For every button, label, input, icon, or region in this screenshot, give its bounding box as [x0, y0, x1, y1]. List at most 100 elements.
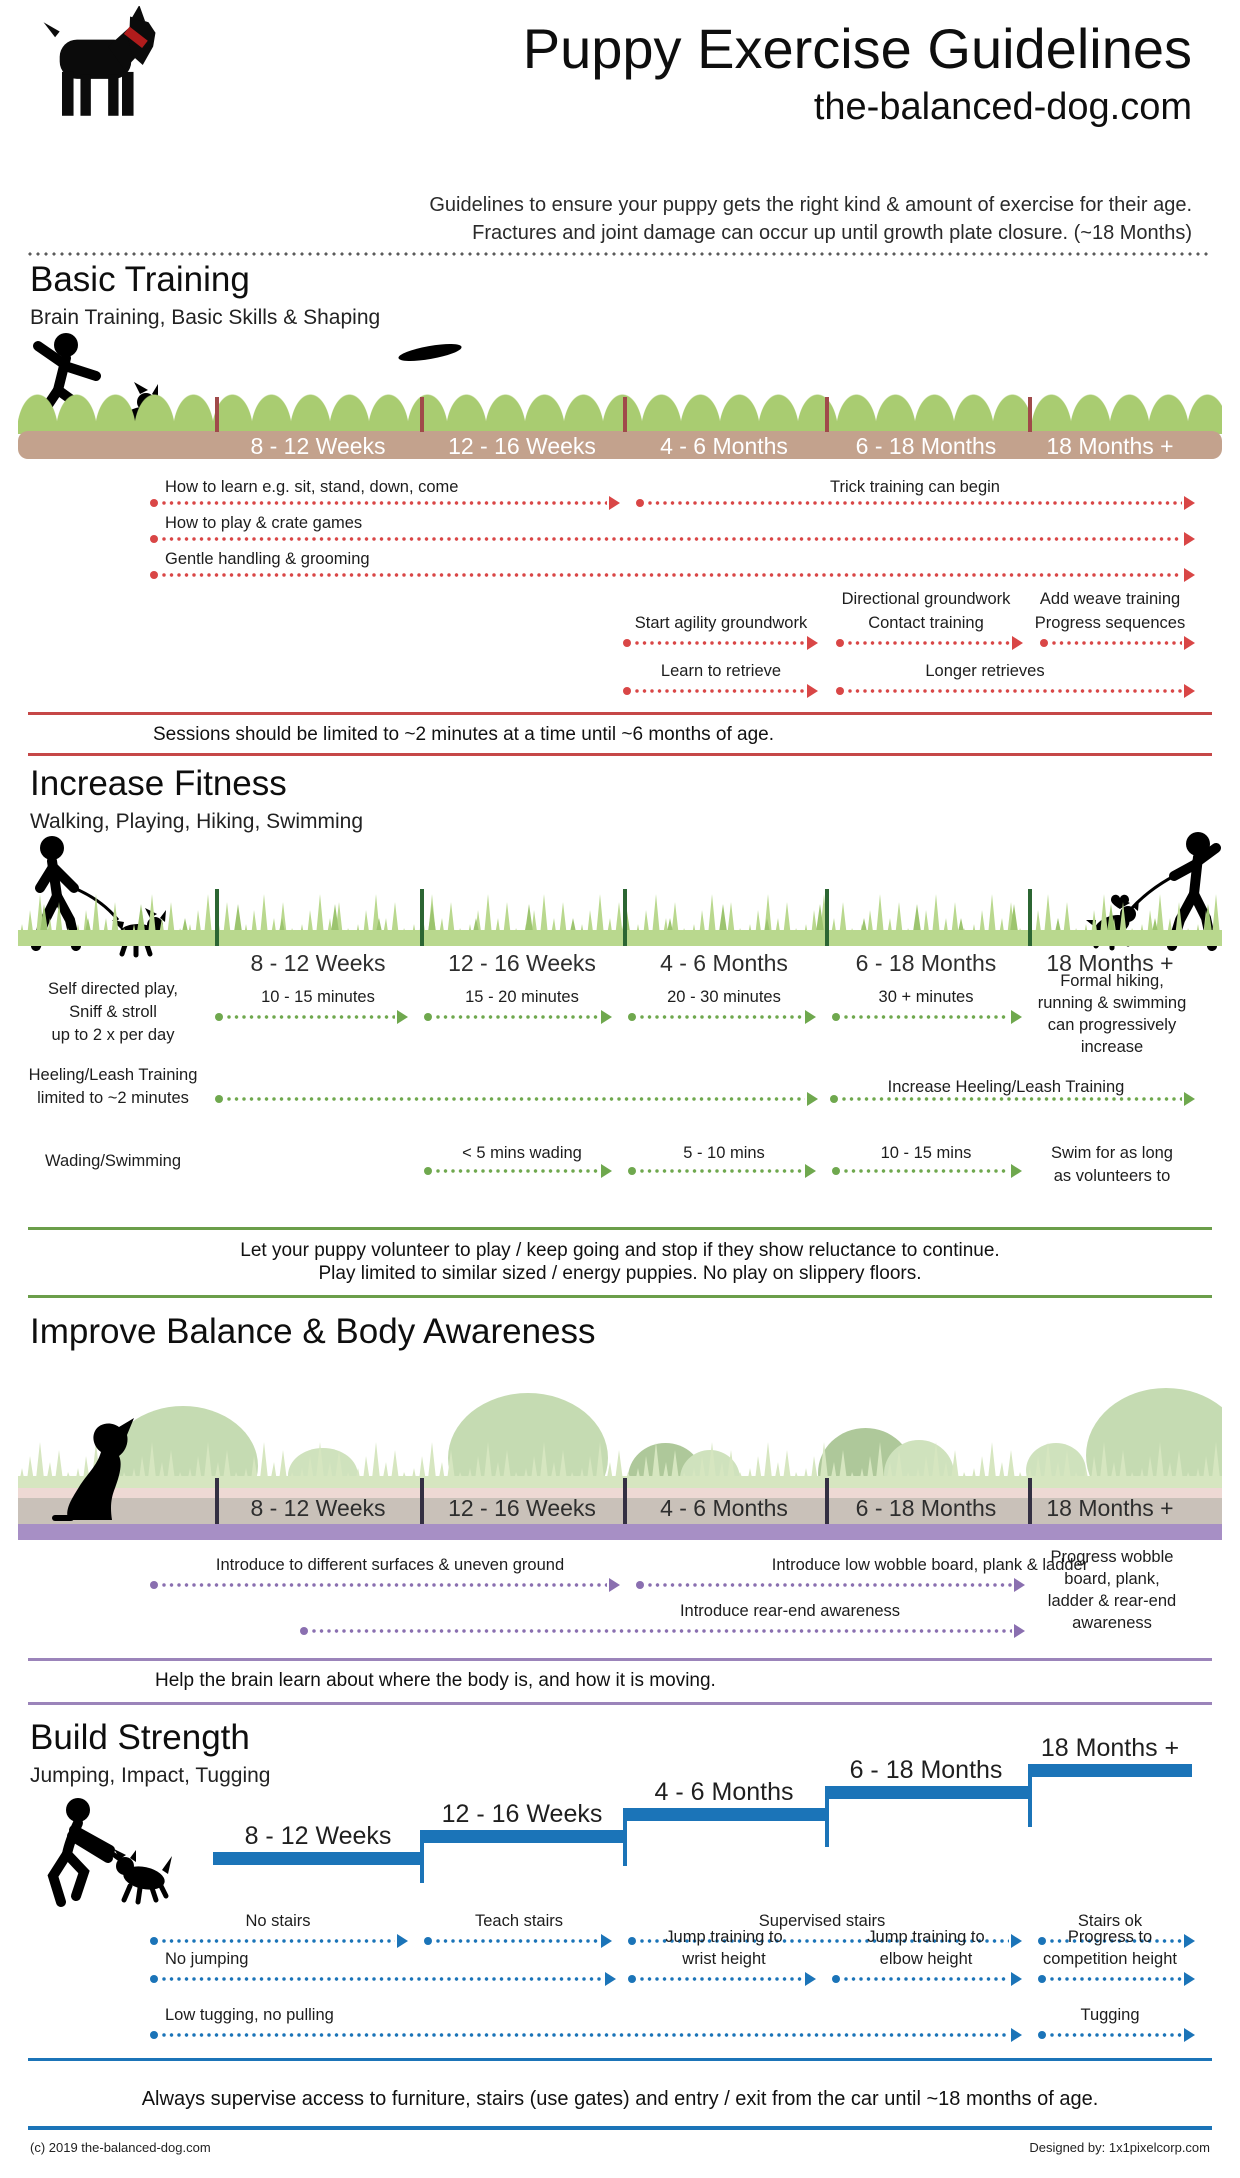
row-right-label: Swim for as long — [1051, 1144, 1173, 1162]
balance-note: Help the brain learn about where the bod… — [155, 1670, 716, 1691]
sitting-dog-icon — [52, 1418, 134, 1521]
page-title: Puppy Exercise Guidelines — [522, 17, 1192, 80]
row-right-label: as volunteers to — [1053, 1167, 1171, 1185]
row-label: Low tugging, no pulling — [165, 2006, 334, 2024]
age-label: 4 - 6 Months — [654, 1778, 794, 1806]
arrow — [636, 1578, 1025, 1592]
arrow — [628, 1972, 816, 1986]
balance-scene — [18, 1388, 1222, 1488]
timeline-bar-basic — [18, 431, 1222, 459]
arrow — [832, 1164, 1022, 1178]
arrow — [300, 1624, 1025, 1638]
website-name: the-balanced-dog.com — [813, 86, 1192, 128]
rule — [28, 2058, 1212, 2061]
row-label: How to play & crate games — [165, 514, 363, 532]
rule — [28, 2126, 1212, 2130]
tick — [825, 889, 829, 946]
stair-step — [825, 1786, 1028, 1799]
row-label: How to learn e.g. sit, stand, down, come — [165, 478, 459, 496]
stair-riser — [825, 1799, 829, 1847]
arrow — [150, 1578, 620, 1592]
stair-riser — [1028, 1777, 1032, 1827]
tick — [623, 397, 627, 432]
row-left-label: Sniff & stroll — [69, 1003, 157, 1021]
row-label: Teach stairs — [474, 1912, 564, 1930]
frisbee-icon — [397, 340, 463, 365]
tick — [215, 1478, 219, 1524]
rule — [28, 1227, 1212, 1230]
tick — [420, 889, 424, 946]
stair-step — [623, 1808, 825, 1821]
stair-step — [420, 1830, 623, 1843]
segment-label: 10 - 15 minutes — [261, 988, 375, 1006]
dotted-separator — [28, 252, 1212, 256]
age-label: 8 - 12 Weeks — [244, 1822, 392, 1850]
row-label: Stairs ok — [1077, 1912, 1143, 1930]
row-label: Contact training — [868, 614, 984, 632]
stair-riser — [623, 1821, 627, 1866]
tick — [420, 397, 424, 432]
timeline-bar-balance — [18, 1524, 1222, 1540]
arrow — [150, 1934, 408, 1948]
arrow — [623, 636, 818, 650]
row-label: Introduce to different surfaces & uneven… — [215, 1556, 565, 1574]
segment-label: < 5 mins wading — [462, 1144, 582, 1162]
age-label: 12 - 16 Weeks — [448, 950, 596, 976]
tick — [825, 397, 829, 432]
row-label: Add weave training — [1039, 590, 1181, 608]
arrow — [832, 1010, 1022, 1024]
arrow — [628, 1010, 816, 1024]
age-label: 6 - 18 Months — [855, 1495, 997, 1521]
tick — [1028, 889, 1032, 946]
row-right-label: can progressively — [1047, 1016, 1177, 1034]
row-label: Introduce rear-end awareness — [679, 1602, 901, 1620]
arrow — [150, 496, 620, 510]
age-label: 12 - 16 Weeks — [448, 1495, 596, 1521]
build-strength-subheading: Jumping, Impact, Tugging — [30, 1764, 271, 1787]
row-label: Start agility groundwork — [634, 614, 808, 632]
stair-riser — [420, 1843, 424, 1883]
arrow — [628, 1934, 1022, 1948]
arrow — [636, 496, 1195, 510]
arrow — [215, 1010, 408, 1024]
row-left-label: Heeling/Leash Training — [28, 1066, 198, 1084]
arrow — [1038, 1934, 1195, 1948]
row-right-label: awareness — [1072, 1614, 1152, 1632]
basic-training-heading: Basic Training — [30, 260, 250, 299]
row-left-label: up to 2 x per day — [51, 1026, 175, 1044]
grass-strip-basic — [18, 394, 1222, 434]
basic-training-subheading: Brain Training, Basic Skills & Shaping — [30, 306, 381, 329]
row-right-label: Formal hiking, — [1060, 972, 1164, 990]
tick — [420, 1478, 424, 1524]
intro-line-1: Guidelines to ensure your puppy gets the… — [429, 194, 1192, 216]
row-left-label: limited to ~2 minutes — [37, 1089, 189, 1107]
person-tugging-with-dog-icon — [47, 1798, 172, 1907]
rule — [28, 1295, 1212, 1298]
row-right-label: ladder & rear-end — [1047, 1592, 1177, 1610]
arrow — [1038, 1972, 1195, 1986]
row-label: Jump training to — [867, 1928, 985, 1946]
tick — [623, 1478, 627, 1524]
arrow — [215, 1092, 818, 1106]
segment-label: Increase Heeling/Leash Training — [887, 1078, 1125, 1096]
row-label: Jump training to — [665, 1928, 783, 1946]
row-left-label: Self directed play, — [48, 980, 178, 998]
row-right-label: running & swimming — [1037, 994, 1187, 1012]
segment-label: 20 - 30 minutes — [667, 988, 781, 1006]
arrow — [836, 684, 1195, 698]
rule — [28, 712, 1212, 715]
rule — [28, 1658, 1212, 1661]
increase-fitness-heading: Increase Fitness — [30, 764, 287, 803]
age-label: 18 Months + — [1040, 1734, 1180, 1762]
row-right-label: board, plank, — [1064, 1570, 1160, 1588]
row-label: No stairs — [245, 1912, 311, 1930]
age-label: 6 - 18 Months — [849, 1756, 1003, 1784]
arrow — [150, 2028, 1022, 2042]
arrow — [424, 1164, 612, 1178]
build-strength-heading: Build Strength — [30, 1718, 250, 1757]
row-label: Trick training can begin — [830, 478, 1000, 496]
grass-strip-fitness — [18, 884, 1222, 946]
tick — [623, 889, 627, 946]
segment-label: 10 - 15 mins — [880, 1144, 972, 1162]
